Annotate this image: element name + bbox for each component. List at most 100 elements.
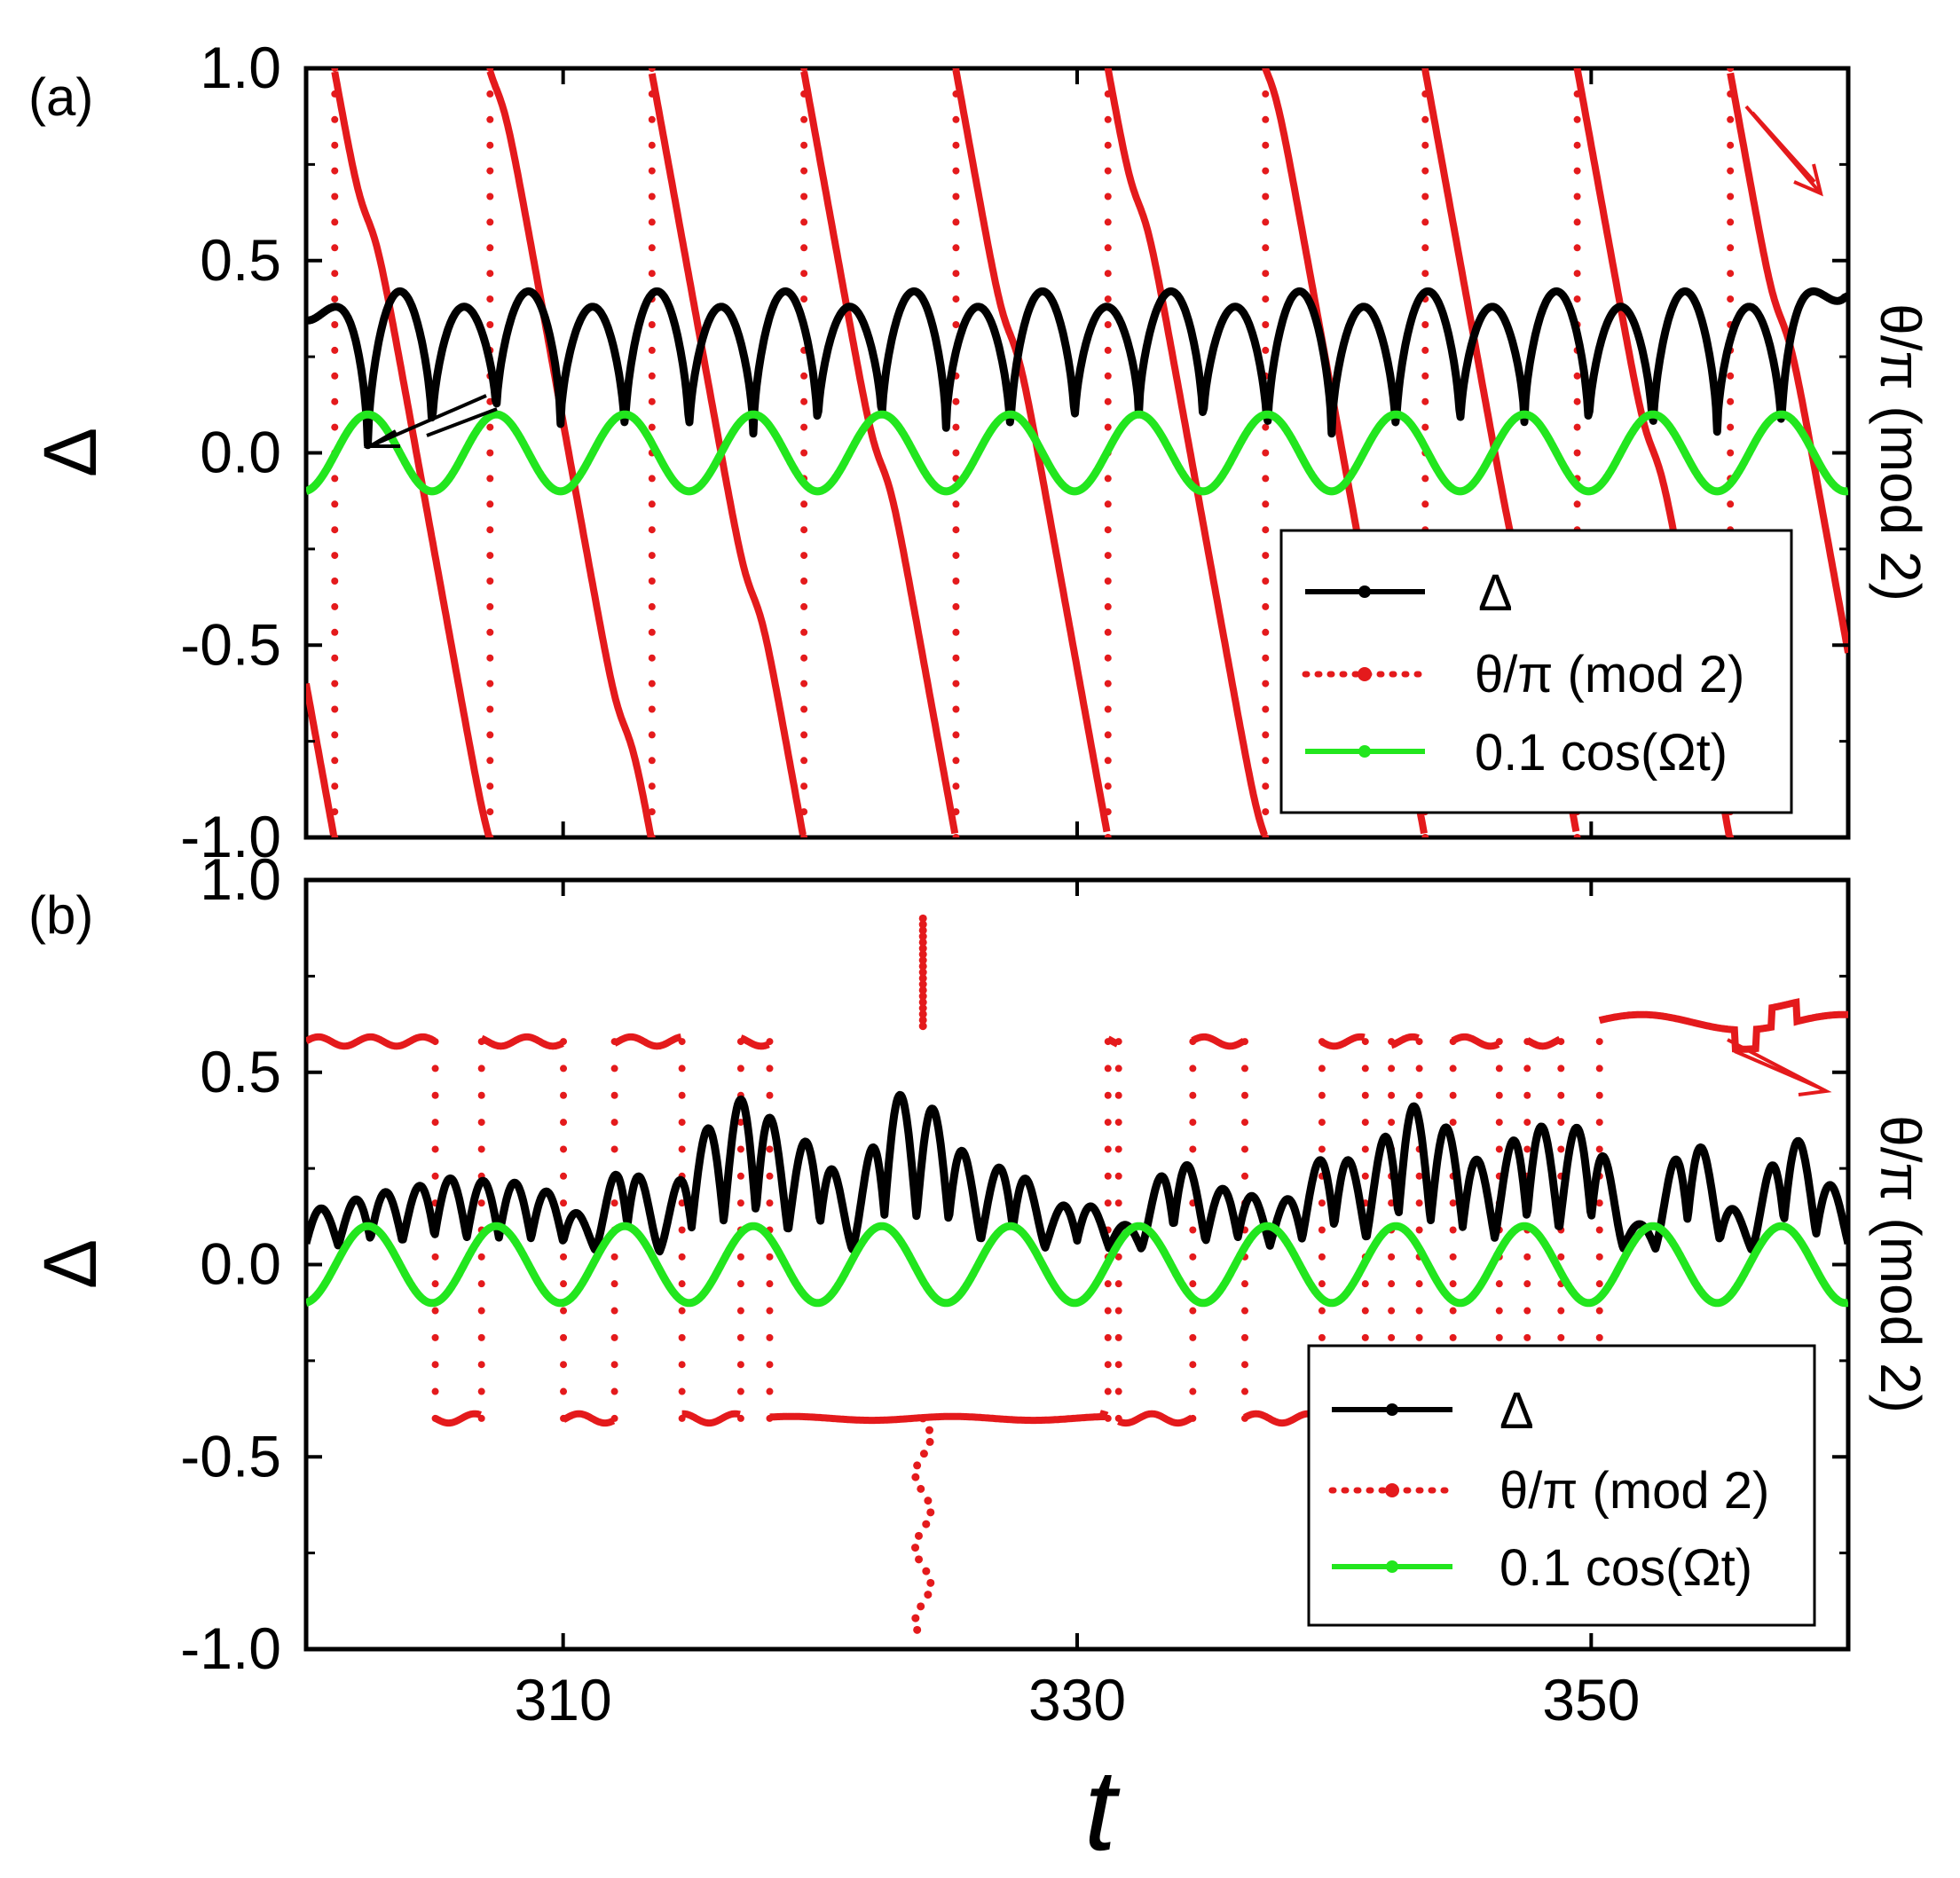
theta-wrap-dot [952,654,960,662]
theta-transition-dot [736,1119,744,1127]
theta-transition-dot [1241,1091,1249,1099]
theta-wrap-dot [1573,141,1581,149]
theta-transition-dot [610,1361,618,1369]
theta-wrap-dot [331,552,339,560]
theta-transition-dot [1114,1280,1122,1288]
theta-wrap-dot [1104,500,1112,508]
cos-line [306,1222,1848,1308]
theta-wrap-dot [1421,475,1429,483]
theta-wrap-dot [486,578,494,585]
theta-wrap-dot [331,270,339,278]
y-tick-label: 0.5 [200,227,281,293]
theta-transition-dot [610,1119,618,1127]
theta-wrap-dot [800,218,808,226]
theta-transition-dot [1189,1253,1197,1261]
theta-transition-dot [1495,1091,1503,1099]
theta-wrap-dot [648,705,656,713]
theta-transition-dot [1449,1199,1457,1207]
theta-transition-dot [431,1172,439,1180]
theta-transition-dot [431,1361,439,1369]
theta-transition-dot [477,1065,485,1073]
theta-spike-dot [918,968,927,977]
theta-transition-dot [1557,1253,1565,1261]
theta-transition-dot [1114,1199,1122,1207]
theta-transition-dot [610,1253,618,1261]
theta-wrap-dot [1104,321,1112,328]
theta-transition-dot [1595,1065,1603,1073]
theta-transition-dot [1523,1119,1531,1127]
theta-spike-dot [914,1531,923,1540]
ticks-b: -1.0 -0.5 0.0 0.5 1.0 310 330 350 [180,846,1848,1733]
theta-wrap-dot [952,834,960,837]
legend-marker-delta-a [1358,585,1371,598]
theta-wrap-dot [486,602,494,610]
theta-transition-dot [1318,1145,1326,1153]
theta-wrap-dot [952,578,960,585]
theta-wrap-dot [648,654,656,662]
theta-segment [1104,68,1268,837]
theta-transition-dot [560,1361,568,1369]
theta-wrap-dot [1262,218,1270,226]
theta-wrap-dot [331,423,339,431]
theta-transition-dot [1318,1333,1326,1341]
theta-transition-dot [766,1280,774,1288]
ticks-a: -1.0 -0.5 0.0 0.5 1.0 [180,35,1848,869]
theta-wrap-dot [1421,270,1429,278]
theta-wrap-dot [648,397,656,405]
theta-transition-dot [431,1387,439,1395]
theta-wrap-dot [1573,115,1581,123]
theta-transition-dot [1114,1038,1122,1046]
theta-transition-dot [1104,1387,1112,1395]
theta-wrap-dot [800,578,808,585]
theta-spike-dot [918,1004,927,1012]
theta-wrap-dot [952,167,960,175]
theta-transition-dot [431,1145,439,1153]
theta-transition-dot [610,1307,618,1315]
theta-wrap-dot [1727,115,1735,123]
theta-transition-dot [736,1065,744,1073]
theta-wrap-dot [800,115,808,123]
theta-segment [952,69,1111,833]
theta-transition-dot [1104,1199,1112,1207]
theta-wrap-dot [1262,346,1270,354]
theta-wrap-dot [800,372,808,380]
theta-wrap-dot [486,552,494,560]
theta-wrap-dot [1262,193,1270,200]
theta-wrap-dot [800,141,808,149]
theta-segment [800,71,959,835]
theta-wrap-dot [1262,731,1270,739]
theta-transition-dot [1189,1280,1197,1288]
theta-wrap-dot [1104,552,1112,560]
theta-wrap-dot [1262,602,1270,610]
panel-a: -1.0 -0.5 0.0 0.5 1.0 (a) Δ θ/π (mod 2) Δ θ/… [28,35,1932,869]
legend-marker-cos-a [1358,745,1371,758]
theta-transition-dot [1241,1119,1249,1127]
theta-transition-dot [1189,1387,1197,1395]
theta-wrap-dot [1727,449,1735,457]
theta-wrap-dot [952,295,960,303]
theta-wrap-dot [486,757,494,765]
theta-spike-dot [911,1614,920,1623]
theta-transition-dot [766,1091,774,1099]
theta-wrap-dot [648,578,656,585]
y-axis-label-right-a: θ/π (mod 2) [1869,303,1932,601]
theta-spike-dot [925,1426,934,1434]
theta-transition-dot [1104,1333,1112,1341]
theta-transition-dot [1495,1307,1503,1315]
theta-wrap-dot [1262,115,1270,123]
theta-transition-dot [1415,1333,1423,1341]
y-tick-label: -1.0 [180,1615,281,1681]
theta-transition-dot [560,1038,568,1046]
theta-segment [648,73,807,836]
theta-wrap-dot [800,167,808,175]
theta-wrap-dot [952,115,960,123]
panel-b: -1.0 -0.5 0.0 0.5 1.0 310 330 350 (b) Δ θ/π (mo… [28,846,1932,1733]
theta-spike-dot [918,920,927,929]
theta-wrap-dot [952,141,960,149]
theta-transition-dot [560,1333,568,1341]
theta-wrap-dot [648,321,656,328]
theta-spike-dot [915,1555,924,1564]
theta-wrap-dot [1104,834,1112,837]
theta-transition-dot [1388,1307,1396,1315]
theta-wrap-dot [331,167,339,175]
